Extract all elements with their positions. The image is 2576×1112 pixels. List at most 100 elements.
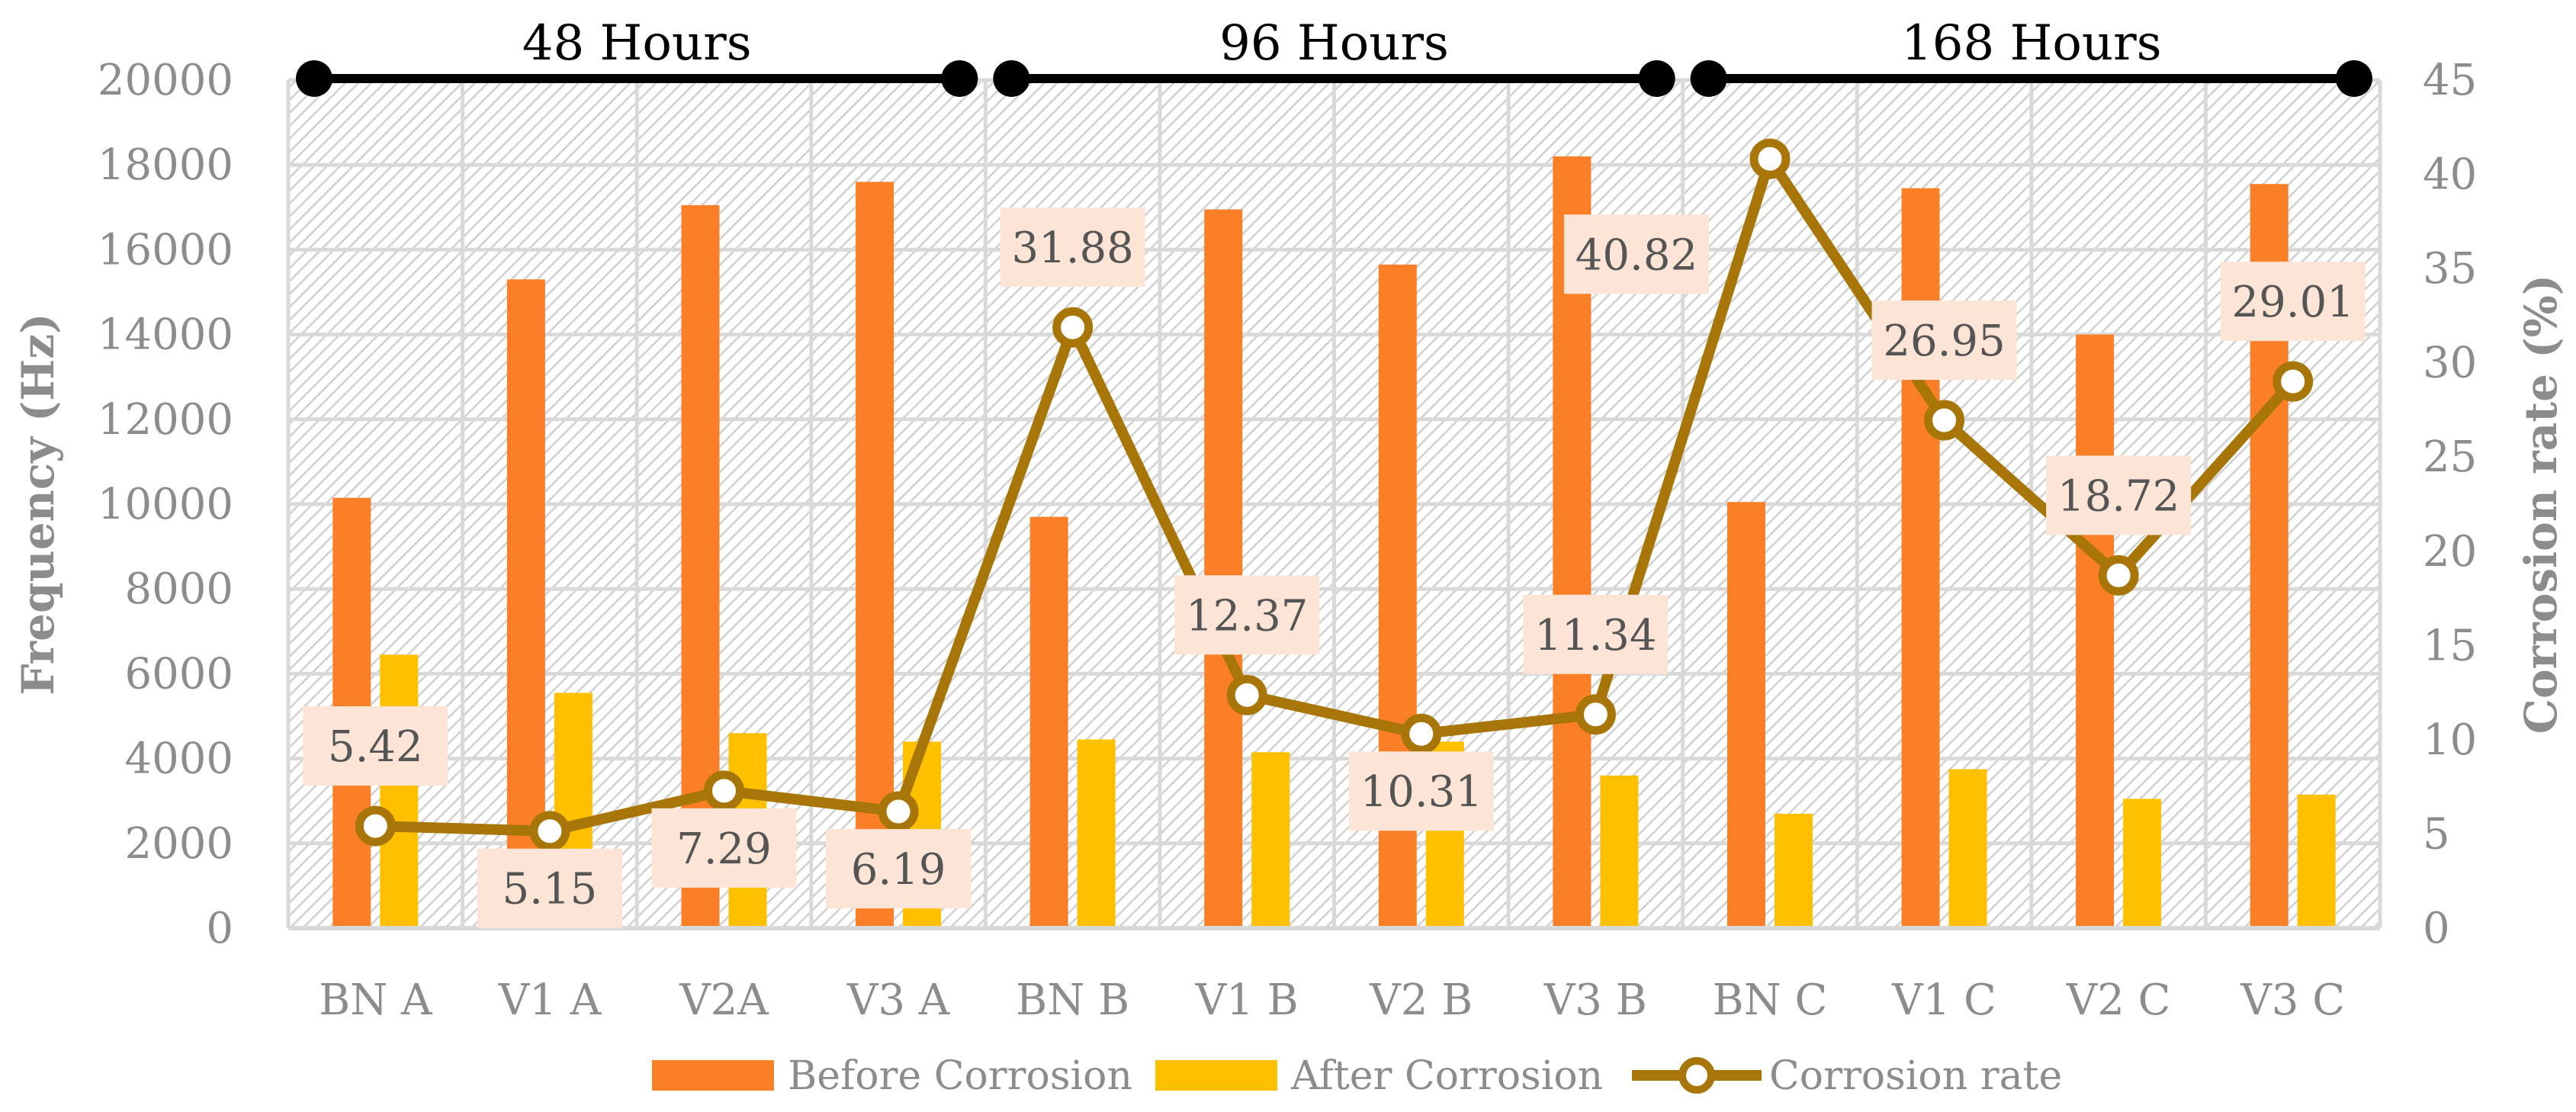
data-label-box [1174,575,1320,655]
x-tick-label: BN A [319,975,432,1025]
x-tick-label: BN C [1713,975,1828,1025]
corrosion-rate-marker [1749,138,1791,179]
x-tick-label: BN B [1016,975,1129,1025]
data-label: 11.34 [1534,611,1656,660]
group-bracket-end-dot [2336,60,2372,97]
y-tick-label: 18000 [98,140,233,190]
corrosion-rate-series-line [375,153,2297,837]
data-labels: 5.42 5.15 7.29 6.19 31.88 12.37 10.31 11.34 40.8… [303,207,2366,928]
data-label-box [1348,751,1494,831]
data-label: 7.29 [676,824,772,874]
corrosion-rate-marker [1924,400,1965,441]
y2-tick-label: 35 [2423,244,2477,294]
y2-tick-label: 0 [2423,904,2450,953]
y-tick-label: 10000 [98,480,233,529]
legend-swatch-rate-marker [1678,1057,1715,1094]
y-tick-label: 6000 [124,649,233,699]
data-label-box [1871,300,2017,381]
y-axis-title: Frequency (Hz) [12,313,64,695]
x-tick-label: V3 A [846,975,950,1025]
group-label: 96 Hours [1219,15,1449,72]
data-label: 6.19 [851,845,946,895]
data-label: 12.37 [1186,591,1308,641]
y2-tick-label: 15 [2423,621,2477,670]
corrosion-rate-marker [2272,361,2314,402]
data-label: 26.95 [1883,317,2005,366]
legend-swatch-after [1155,1060,1277,1091]
bar-before-corrosion [1901,188,1940,928]
bar-before-corrosion [1204,209,1243,929]
bar-before-corrosion [1726,502,1765,928]
corrosion-rate-marker [1401,713,1442,754]
data-label: 18.72 [2057,471,2179,521]
y2-tick-label: 40 [2423,150,2477,200]
data-label-box [2046,455,2192,535]
corrosion-rate-line [355,138,2314,852]
corrosion-rate-marker [529,811,570,852]
legend-label-after: After Corrosion [1290,1053,1603,1099]
x-tick-label: V2 C [2066,975,2171,1025]
data-label-box [2220,262,2366,342]
x-tick-label: V1 A [498,975,602,1025]
bar-after-corrosion [2123,799,2162,928]
y2-tick-label: 45 [2423,56,2477,105]
data-label: 10.31 [1360,767,1482,817]
group-bracket-end-dot [941,60,978,97]
data-label: 29.01 [2232,278,2354,327]
data-label: 5.42 [328,722,423,772]
y2-tick-label: 5 [2423,809,2450,859]
x-tick-label: V1 C [1891,975,1996,1025]
y-tick-label: 16000 [98,225,233,275]
legend-label-rate: Corrosion rate [1769,1053,2062,1099]
corrosion-rate-marker [878,791,919,832]
y2-axis-title: Corrosion rate (%) [2515,275,2567,734]
bar-after-corrosion [2297,794,2336,928]
group-brackets: 48 Hours 96 Hours 168 Hours [296,15,2372,97]
x-tick-label: V2A [679,975,769,1025]
y2-tick-label: 25 [2423,432,2477,482]
group-bracket-end-dot [1638,60,1675,97]
legend: Before Corrosion After Corrosion Corrosion… [652,1053,2062,1099]
corrosion-rate-marker [1575,694,1616,735]
group-bracket-start-dot [296,60,332,97]
y-tick-label: 14000 [98,310,233,360]
corrosion-rate-marker [1226,674,1267,715]
data-label-box [1000,207,1145,288]
data-label-box [826,829,972,909]
y2-tick-label: 20 [2423,527,2477,577]
bar-after-corrosion [1077,739,1116,928]
group-label: 48 Hours [522,15,752,72]
data-label-box [651,808,797,888]
data-label: 40.82 [1575,230,1698,280]
group-label: 168 Hours [1901,15,2162,72]
data-label-box [303,706,448,786]
x-tick-label: V3 C [2240,975,2345,1025]
data-label-box [477,848,622,928]
corrosion-rate-marker [703,770,744,812]
corrosion-rate-marker [355,805,396,847]
bar-after-corrosion [1774,813,1813,928]
y-tick-label: 12000 [98,395,233,445]
data-label-box [1563,214,1709,294]
y-tick-label: 20000 [98,56,233,105]
y-tick-label: 2000 [124,819,233,869]
corrosion-rate-marker [2098,554,2139,596]
y-tick-label: 4000 [124,734,233,784]
x-tick-label: V1 B [1195,975,1299,1025]
bar-before-corrosion [1029,516,1068,928]
data-label-box [1523,594,1669,674]
data-label: 31.88 [1011,223,1133,273]
x-tick-label: V3 B [1543,975,1647,1025]
bar-after-corrosion [380,654,419,928]
bar-after-corrosion [1948,769,1987,928]
axes: 0 2000 4000 6000 8000 10000 12000 14000 16000 180… [12,56,2567,1025]
legend-swatch-before [652,1060,774,1091]
y-tick-label: 0 [206,904,233,953]
group-bracket-start-dot [1690,60,1727,97]
x-tick-label: V2 B [1369,975,1473,1025]
bar-after-corrosion [1600,775,1639,928]
group-bracket-start-dot [993,60,1030,97]
y2-tick-label: 10 [2423,715,2477,765]
y-tick-label: 8000 [124,564,233,614]
